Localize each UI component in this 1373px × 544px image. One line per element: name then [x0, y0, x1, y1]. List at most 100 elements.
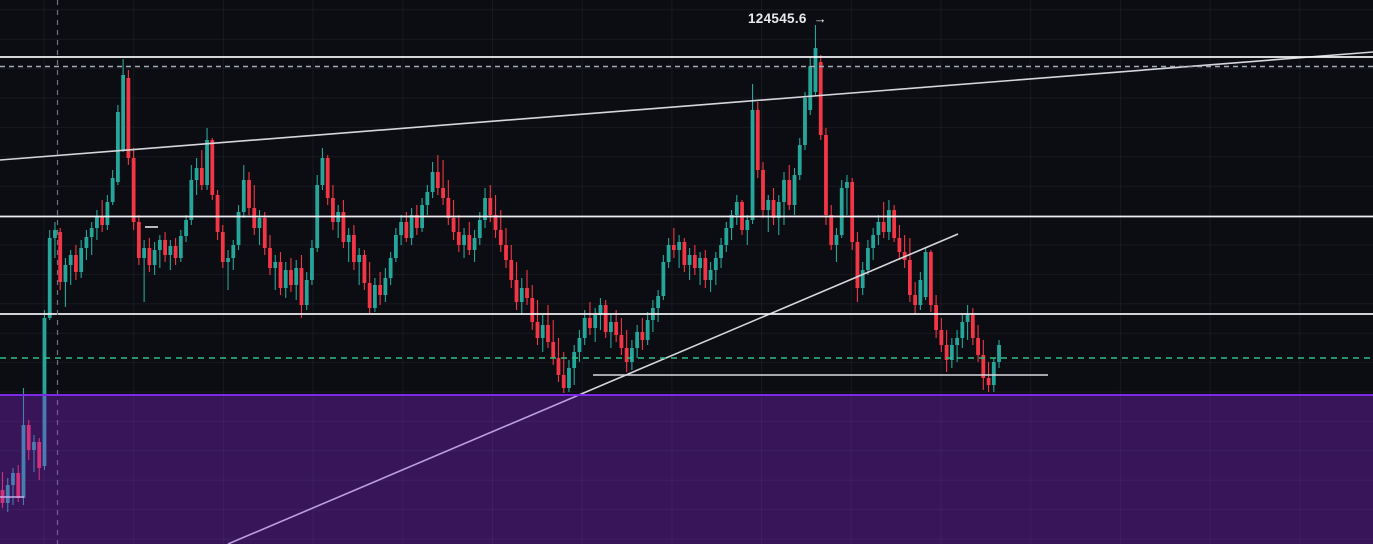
candle-body: [446, 198, 451, 218]
candle-body: [525, 288, 529, 298]
candle-body: [178, 236, 183, 258]
candle-body: [32, 442, 36, 450]
candle-body: [341, 212, 346, 242]
candle-body: [136, 222, 141, 258]
candle-body: [729, 215, 734, 228]
candle-body: [393, 235, 398, 258]
candle-body: [58, 232, 63, 282]
candle-body: [997, 345, 1001, 362]
candle-body: [509, 260, 514, 280]
candle-body: [713, 258, 718, 270]
candle-body: [897, 238, 902, 252]
candle-body: [493, 215, 498, 230]
candle-body: [441, 188, 445, 198]
candle-body: [907, 260, 912, 295]
candle-body: [210, 140, 215, 195]
candle-body: [630, 348, 634, 362]
purple-zone[interactable]: [0, 395, 1373, 544]
candle-body: [866, 248, 870, 270]
candle-body: [981, 355, 986, 378]
candle-body: [462, 235, 466, 245]
candle-body: [105, 202, 110, 225]
candle-body: [121, 75, 126, 150]
candle-body: [189, 180, 194, 220]
candle-body: [682, 242, 687, 265]
candle-body: [640, 332, 645, 340]
candle-body: [173, 246, 178, 258]
candle-body: [734, 202, 739, 215]
price-annotation: 124545.6 →: [748, 11, 827, 26]
candle-body: [719, 245, 723, 258]
candle-body: [352, 235, 356, 262]
candle-body: [766, 200, 771, 210]
candle-body: [803, 98, 807, 145]
candle-body: [451, 218, 456, 232]
candle-body: [47, 238, 52, 318]
candle-body: [399, 222, 404, 235]
candle-body: [939, 330, 944, 345]
candle-body: [761, 170, 765, 210]
candle-body: [257, 218, 262, 228]
rising-trendline[interactable]: [227, 233, 959, 544]
candle-body: [561, 375, 566, 388]
candle-body: [483, 198, 487, 220]
candle-body: [567, 368, 571, 388]
candle-body: [687, 255, 692, 265]
candle-body: [619, 335, 624, 348]
candle-body: [918, 280, 923, 305]
candle-body: [970, 315, 975, 338]
candle-body: [226, 258, 230, 262]
candle-body: [467, 235, 472, 250]
candle-body: [614, 322, 619, 335]
candle-body: [965, 315, 970, 322]
candle-body: [745, 220, 750, 230]
candle-body: [409, 215, 414, 238]
candle-body: [294, 268, 299, 285]
candle-body: [157, 240, 162, 250]
candle-body: [74, 255, 78, 272]
candle-body: [928, 252, 933, 305]
arrow-right-icon: →: [813, 11, 828, 26]
candle-body: [278, 262, 283, 288]
candle-body: [892, 210, 897, 238]
candle-body: [661, 262, 666, 296]
candle-body: [703, 258, 708, 280]
candle-body: [860, 270, 865, 288]
candle-body: [100, 216, 105, 225]
candle-body: [834, 235, 839, 245]
candle-body: [63, 265, 68, 282]
candle-body: [110, 178, 115, 202]
candle-body: [876, 222, 881, 235]
candle-body: [514, 280, 519, 302]
candle-body: [273, 262, 278, 268]
candle-body: [142, 248, 147, 258]
candle-body: [5, 485, 10, 503]
candle-body: [677, 242, 682, 250]
candle-body: [923, 252, 928, 297]
candle-body: [692, 255, 697, 268]
candle-body: [252, 208, 257, 228]
candle-body: [986, 378, 991, 385]
long-descending-trendline[interactable]: [0, 51, 1373, 161]
candle-body: [960, 322, 965, 338]
candle-body: [299, 268, 304, 305]
candle-body: [818, 62, 823, 135]
candle-body: [535, 322, 540, 338]
candle-body: [635, 332, 640, 348]
candle-body: [955, 338, 959, 345]
candle-body: [456, 232, 461, 245]
candle-body: [598, 305, 603, 315]
candle-body: [750, 110, 755, 220]
candle-body: [593, 315, 598, 328]
candle-body: [21, 425, 26, 498]
candle-body: [383, 278, 388, 295]
candle-body: [782, 180, 786, 202]
candle-body: [546, 325, 550, 342]
candle-body: [556, 358, 561, 375]
candle-body: [16, 473, 21, 498]
candle-body: [126, 78, 131, 158]
candle-body: [949, 345, 954, 360]
candle-body: [163, 240, 167, 255]
